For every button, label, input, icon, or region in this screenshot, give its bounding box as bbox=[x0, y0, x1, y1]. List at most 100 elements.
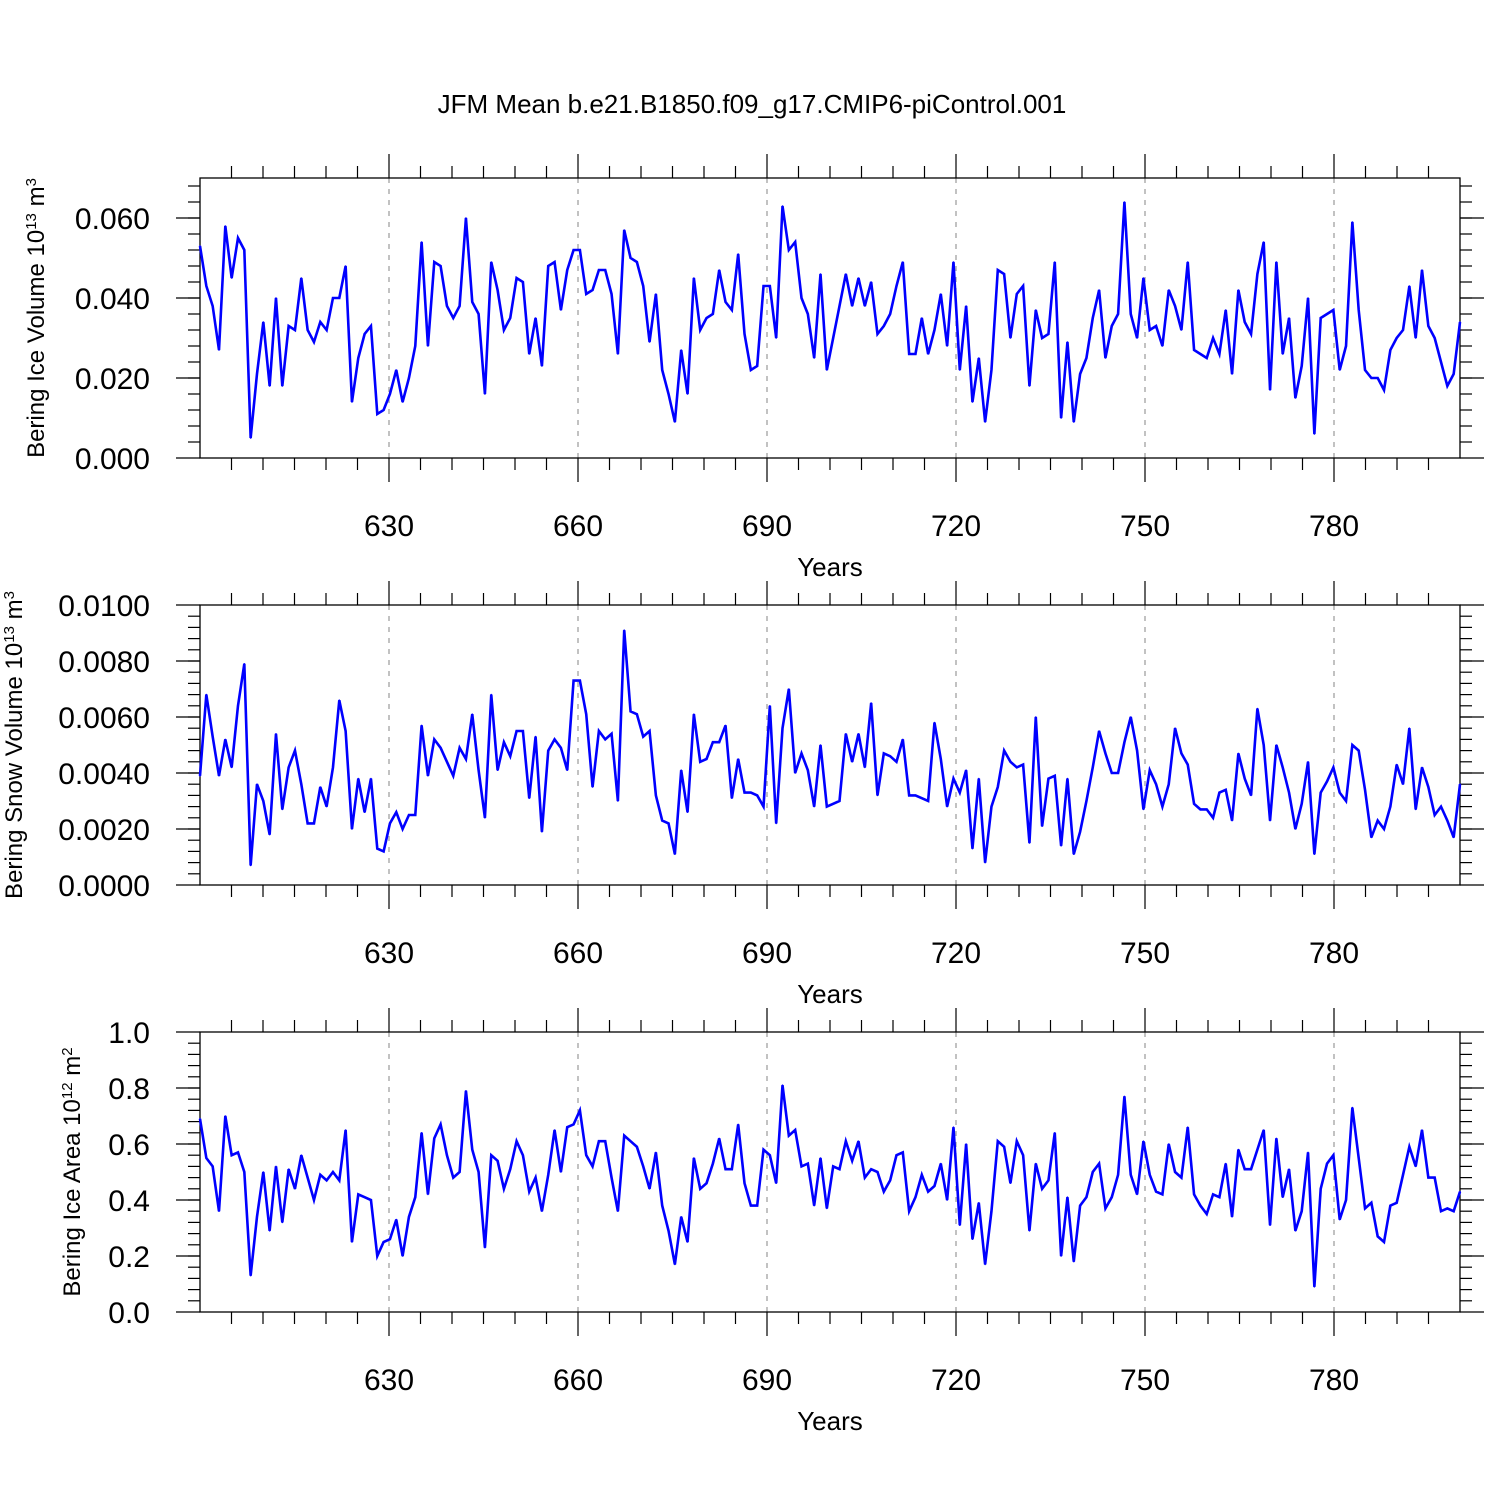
data-point bbox=[1136, 749, 1138, 752]
data-point bbox=[1085, 800, 1088, 802]
data-point bbox=[218, 775, 220, 777]
data-point bbox=[826, 805, 828, 808]
data-point bbox=[243, 1171, 246, 1173]
data-point bbox=[243, 249, 246, 251]
data-point bbox=[636, 1146, 638, 1148]
data-point bbox=[1237, 752, 1240, 755]
data-point bbox=[1022, 763, 1024, 766]
data-point bbox=[446, 761, 448, 763]
data-point bbox=[794, 241, 796, 243]
data-point bbox=[509, 755, 512, 757]
data-point bbox=[218, 349, 220, 351]
data-point bbox=[807, 1162, 809, 1165]
data-point bbox=[541, 831, 543, 833]
data-point bbox=[376, 1255, 379, 1257]
data-point bbox=[1446, 385, 1449, 387]
data-point bbox=[452, 775, 455, 777]
data-point bbox=[927, 1190, 929, 1193]
data-point bbox=[1155, 1190, 1157, 1193]
data-point bbox=[370, 325, 372, 327]
data-point bbox=[718, 741, 720, 743]
data-point bbox=[224, 1115, 227, 1117]
data-point bbox=[1433, 337, 1436, 339]
data-point bbox=[230, 1154, 233, 1156]
data-point bbox=[1262, 241, 1265, 243]
data-point bbox=[724, 301, 727, 303]
data-point bbox=[376, 413, 379, 415]
data-point bbox=[1072, 853, 1075, 855]
data-point bbox=[1104, 1207, 1107, 1210]
data-point bbox=[762, 1148, 765, 1151]
data-point bbox=[1281, 1196, 1284, 1198]
data-point bbox=[332, 1171, 334, 1173]
data-point bbox=[1275, 1137, 1278, 1140]
data-point bbox=[617, 353, 619, 355]
data-point bbox=[1351, 744, 1354, 746]
data-point bbox=[249, 437, 252, 439]
data-point bbox=[838, 305, 841, 307]
data-point bbox=[1376, 1235, 1379, 1238]
data-point bbox=[262, 1171, 265, 1173]
data-point bbox=[921, 797, 923, 799]
data-point bbox=[775, 337, 777, 339]
x-axis-title: Years bbox=[797, 1406, 863, 1436]
data-point bbox=[1338, 791, 1341, 794]
data-point bbox=[1136, 1193, 1138, 1196]
data-point bbox=[490, 1154, 493, 1156]
x-tick-label: 630 bbox=[364, 1364, 414, 1397]
plot-frame bbox=[199, 1031, 1461, 1313]
data-point bbox=[1370, 377, 1373, 379]
data-point bbox=[990, 1210, 993, 1212]
data-point bbox=[281, 385, 284, 387]
data-point bbox=[731, 797, 733, 799]
data-point bbox=[1313, 853, 1316, 855]
data-point bbox=[788, 249, 790, 251]
data-point bbox=[1142, 277, 1145, 279]
data-point bbox=[902, 738, 904, 741]
data-point bbox=[1269, 819, 1271, 822]
data-point bbox=[1408, 285, 1411, 287]
data-point bbox=[572, 679, 575, 682]
data-point bbox=[832, 337, 834, 339]
data-point bbox=[1053, 261, 1056, 263]
data-point bbox=[731, 309, 733, 311]
data-point bbox=[1275, 744, 1278, 746]
data-point bbox=[1047, 333, 1050, 335]
data-point bbox=[300, 1154, 303, 1156]
data-point bbox=[699, 329, 701, 331]
data-point bbox=[731, 1168, 733, 1170]
data-point bbox=[458, 305, 461, 307]
data-point bbox=[1262, 744, 1265, 746]
data-point bbox=[1383, 828, 1385, 830]
data-point bbox=[870, 702, 872, 704]
data-point bbox=[591, 1165, 594, 1168]
data-point bbox=[680, 1216, 683, 1218]
data-point bbox=[769, 1154, 771, 1156]
data-point bbox=[313, 341, 315, 343]
data-point bbox=[515, 1140, 518, 1142]
data-point bbox=[433, 738, 436, 741]
data-point bbox=[496, 1160, 499, 1162]
data-point bbox=[1022, 285, 1024, 287]
data-point bbox=[528, 1190, 531, 1193]
data-point bbox=[1193, 803, 1195, 805]
data-point bbox=[395, 369, 398, 371]
data-point bbox=[946, 805, 948, 808]
data-point bbox=[1136, 337, 1138, 339]
data-point bbox=[813, 805, 815, 808]
data-point bbox=[465, 758, 467, 760]
data-point bbox=[851, 305, 853, 307]
data-point bbox=[205, 1157, 208, 1159]
x-tick-label: 690 bbox=[742, 1364, 792, 1397]
data-point bbox=[604, 1140, 607, 1142]
data-point bbox=[940, 758, 942, 760]
data-point bbox=[775, 1182, 777, 1184]
data-point bbox=[1212, 1193, 1214, 1196]
data-point bbox=[490, 693, 493, 696]
data-point bbox=[1281, 766, 1284, 769]
data-point bbox=[1104, 752, 1107, 755]
x-tick-label: 660 bbox=[553, 1364, 603, 1397]
data-point bbox=[534, 1176, 537, 1179]
data-point bbox=[699, 761, 701, 763]
data-point bbox=[1161, 345, 1164, 347]
